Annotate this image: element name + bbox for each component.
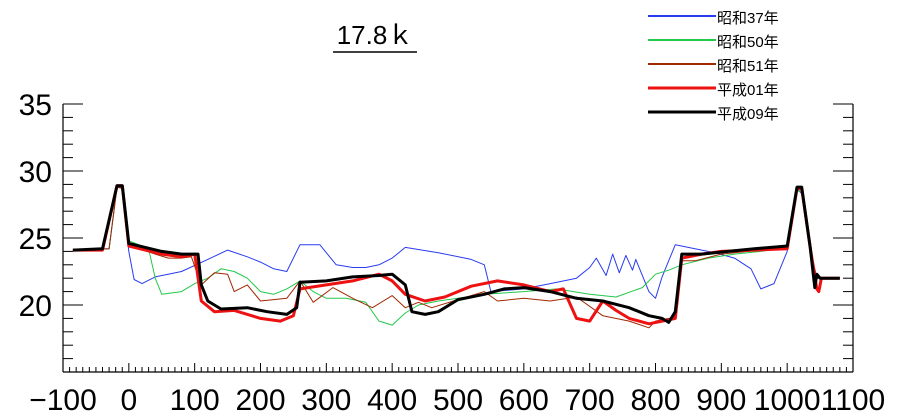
- x-tick-label: 400: [367, 384, 417, 417]
- legend-label-3: 昭和51年: [717, 58, 779, 75]
- x-tick-label: 1100: [821, 384, 886, 417]
- chart-title: 17.8ｋ: [337, 20, 414, 50]
- x-tick-label: 600: [499, 384, 549, 417]
- series-line-3: [72, 186, 840, 329]
- x-tick-label: 0: [120, 384, 137, 417]
- legend-label-2: 昭和50年: [717, 34, 779, 51]
- chart-title-group: 17.8ｋ: [333, 20, 417, 53]
- series-line-4: [72, 184, 840, 326]
- x-tick-label: 1000: [754, 384, 821, 417]
- y-tick-label: 35: [19, 89, 52, 122]
- x-tick-label: 500: [433, 384, 483, 417]
- y-tick-label: 20: [19, 290, 52, 323]
- y-tick-label: 30: [19, 156, 52, 189]
- x-tick-label: 100: [170, 384, 220, 417]
- x-tick-label: 300: [301, 384, 351, 417]
- x-tick-label: 200: [235, 384, 285, 417]
- y-tick-label: 25: [19, 223, 52, 256]
- series-line-1: [72, 186, 840, 299]
- series-layer: [72, 184, 840, 329]
- legend-label-1: 昭和37年: [717, 10, 779, 27]
- axes: [62, 104, 854, 373]
- x-tick-label: 700: [565, 384, 615, 417]
- x-tick-label: −100: [29, 384, 97, 417]
- x-tick-label: 800: [630, 384, 680, 417]
- series-line-5: [72, 184, 840, 324]
- tick-marks: [62, 103, 854, 373]
- series-line-2: [72, 186, 840, 326]
- legend-label-4: 平成01年: [717, 82, 779, 99]
- tick-labels: −100 0 100 200 300 400 500 600 700 800 900 1000 1100…: [19, 89, 886, 417]
- x-tick-label: 900: [696, 384, 746, 417]
- legend-label-5: 平成09年: [717, 106, 779, 123]
